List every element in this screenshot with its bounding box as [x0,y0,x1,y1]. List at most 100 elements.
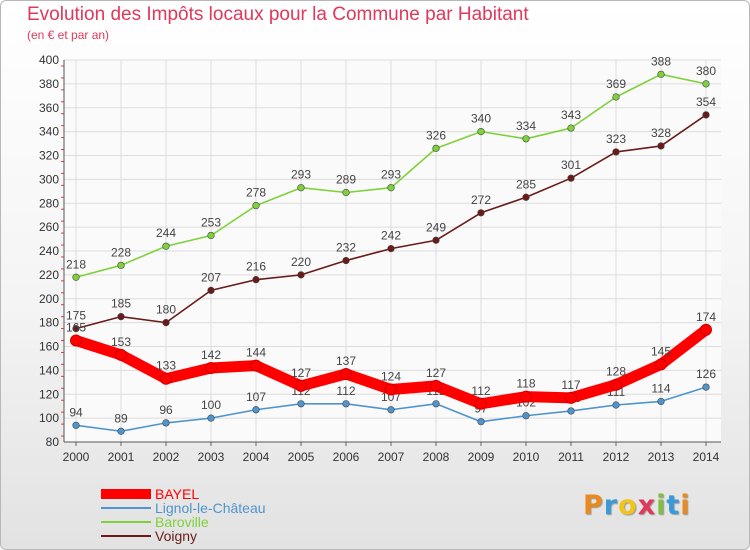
y-tick-label-120: 120 [39,387,59,401]
point-baroville-2004 [252,202,260,210]
point-lignol-le-ch-teau-2007 [387,406,395,414]
point-bayel-2009 [475,397,487,410]
point-baroville-2010 [522,135,530,143]
data-label-baroville-2011: 343 [561,108,581,122]
point-bayel-2014 [700,323,712,336]
data-label-voigny-2000: 175 [66,309,86,323]
legend-label-voigny: Voigny [155,528,197,544]
data-label-bayel-2009: 112 [471,384,490,398]
point-bayel-2012 [610,378,622,391]
point-voigny-2011 [567,174,575,182]
point-lignol-le-ch-teau-2013 [657,397,665,406]
data-label-voigny-2009: 272 [471,193,491,207]
x-tick-label-2005: 2005 [288,450,315,464]
logo-letter: x [637,490,657,521]
point-bayel-2001 [115,348,127,361]
y-tick-label-240: 240 [39,244,59,258]
legend-label-lignol-le-ch-teau: Lignol-le-Château [155,500,266,516]
y-tick-label-200: 200 [39,292,59,306]
data-label-bayel-2012: 128 [606,365,626,379]
y-tick-label-360: 360 [39,101,59,115]
point-lignol-le-ch-teau-2014 [702,383,710,391]
data-label-baroville-2002: 244 [156,226,176,240]
point-baroville-2005 [297,184,305,192]
data-label-bayel-2011: 117 [561,378,580,392]
data-label-baroville-2014: 380 [696,64,716,78]
data-label-voigny-2011: 301 [561,158,581,172]
y-tick-label-220: 220 [39,268,59,282]
data-label-bayel-2003: 142 [201,348,221,362]
data-label-lignol-le-ch-teau-2014: 126 [696,367,716,381]
x-tick-label-2006: 2006 [333,450,360,464]
data-label-voigny-2010: 285 [516,177,536,191]
x-tick-label-2002: 2002 [153,450,180,464]
data-label-baroville-2010: 334 [516,119,536,133]
data-label-voigny-2012: 323 [606,132,626,146]
data-label-baroville-2009: 340 [471,112,491,126]
point-voigny-2002 [162,319,170,327]
data-label-bayel-2006: 137 [336,354,356,368]
logo-letter: i [680,490,691,521]
x-tick-label-2011: 2011 [558,450,584,464]
data-label-lignol-le-ch-teau-2001: 89 [114,411,128,425]
logo-letter: i [656,490,667,521]
point-lignol-le-ch-teau-2002 [162,419,170,427]
data-label-voigny-2013: 328 [651,126,671,140]
point-lignol-le-ch-teau-2009 [477,418,485,426]
data-label-baroville-2008: 326 [426,128,446,142]
point-bayel-2000 [70,334,82,347]
data-label-baroville-2006: 289 [336,173,356,187]
data-label-baroville-2012: 369 [606,77,626,91]
point-baroville-2003 [207,231,215,240]
y-tick-label-160: 160 [39,340,59,354]
data-label-voigny-2007: 242 [381,229,401,243]
point-baroville-2011 [567,124,575,132]
data-label-baroville-2003: 253 [201,215,221,229]
point-lignol-le-ch-teau-2010 [522,412,530,420]
point-lignol-le-ch-teau-2003 [207,414,215,422]
x-tick-label-2003: 2003 [198,450,225,464]
point-baroville-2006 [342,188,350,197]
data-label-voigny-2005: 220 [291,255,311,269]
data-label-bayel-2008: 127 [426,366,446,380]
x-tick-label-2013: 2013 [648,450,675,464]
logo-letter: t [666,490,681,521]
point-voigny-2009 [477,209,485,217]
y-tick-label-80: 80 [46,435,60,449]
data-label-bayel-2007: 124 [381,369,401,383]
point-voigny-2000 [72,324,80,333]
data-label-lignol-le-ch-teau-2003: 100 [201,398,221,412]
point-lignol-le-ch-teau-2000 [72,421,80,429]
point-baroville-2014 [702,80,710,88]
y-tick-label-320: 320 [39,149,59,163]
point-bayel-2010 [520,390,532,403]
point-voigny-2003 [207,286,215,294]
data-label-voigny-2004: 216 [246,260,266,274]
x-tick-label-2004: 2004 [243,450,270,464]
point-bayel-2013 [655,358,667,371]
data-label-baroville-2000: 218 [66,257,86,271]
point-baroville-2009 [477,128,485,136]
point-bayel-2006 [340,367,352,380]
point-voigny-2010 [522,193,530,201]
data-label-baroville-2001: 228 [111,245,131,259]
data-label-bayel-2013: 145 [651,344,671,358]
legend-label-bayel: BAYEL [155,486,199,502]
data-label-voigny-2014: 354 [696,95,716,109]
point-baroville-2008 [432,144,440,152]
data-label-bayel-2005: 127 [291,366,311,380]
data-label-lignol-le-ch-teau-2002: 96 [159,403,173,417]
point-lignol-le-ch-teau-2011 [567,407,575,415]
y-tick-label-400: 400 [39,53,59,67]
data-label-voigny-2006: 232 [336,241,356,255]
data-label-bayel-2004: 144 [246,346,266,360]
data-label-baroville-2005: 293 [291,168,311,182]
point-lignol-le-ch-teau-2001 [117,427,125,435]
point-voigny-2001 [117,313,125,321]
x-tick-label-2000: 2000 [63,450,90,464]
x-tick-label-2009: 2009 [468,450,495,464]
point-voigny-2006 [342,256,350,265]
x-tick-label-2010: 2010 [513,450,540,464]
